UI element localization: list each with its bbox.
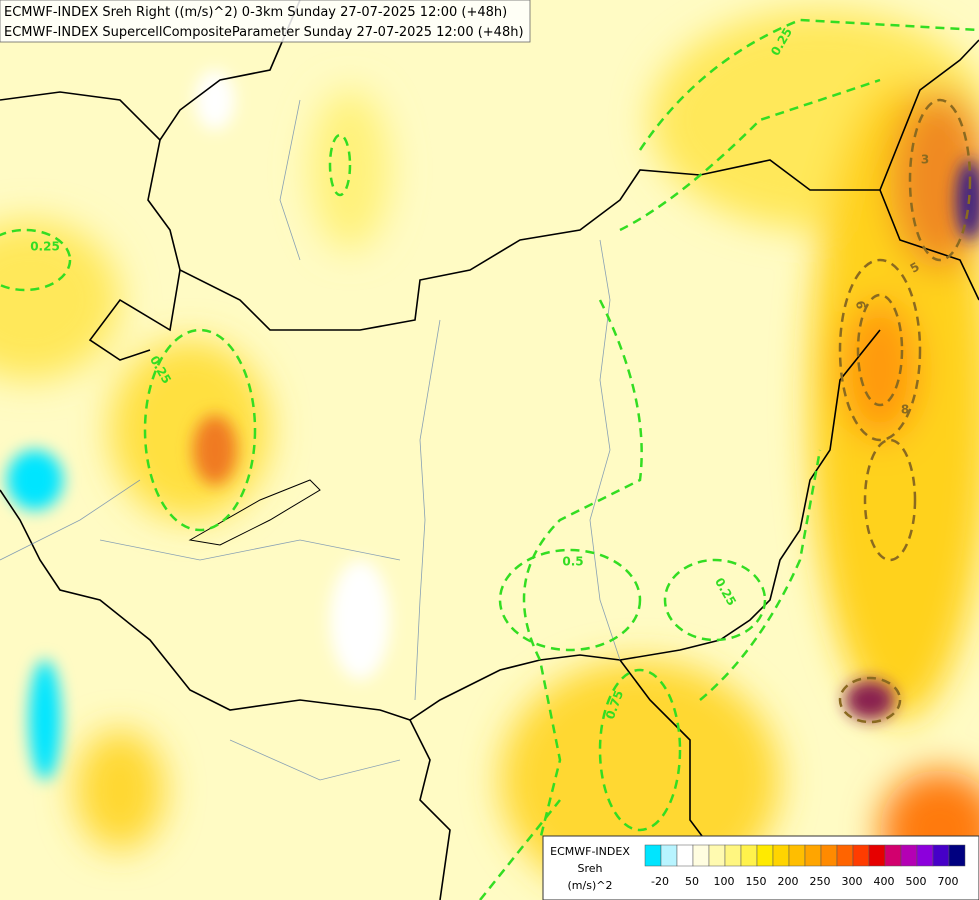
colorbar-swatch <box>884 844 902 867</box>
colorbar-tick-label: 100 <box>714 875 735 888</box>
colorbar-swatch <box>676 844 694 867</box>
colorbar-swatch <box>916 844 934 867</box>
colorbar-swatch <box>644 844 662 867</box>
colorbar-tick-label: 500 <box>906 875 927 888</box>
colorbar-swatch <box>788 844 806 867</box>
colorbar-swatch <box>692 844 710 867</box>
colorbar-swatch <box>772 844 790 867</box>
header-line: ECMWF-INDEX Sreh Right ((m/s)^2) 0-3km S… <box>4 5 507 20</box>
colorbar-tick-label: 400 <box>874 875 895 888</box>
rivers <box>0 99 621 781</box>
colorbar-tick-label: 50 <box>685 875 699 888</box>
header-line: ECMWF-INDEX SupercellCompositeParameter … <box>4 25 524 40</box>
header-box <box>0 0 531 43</box>
colorbar-tick-label: 300 <box>842 875 863 888</box>
colorbar-swatch <box>660 844 678 867</box>
colorbar-tick-label: 700 <box>938 875 959 888</box>
colorbar: -20 50 100 150 200 250 300 400 500 700 <box>644 844 966 888</box>
legend-field: Sreh <box>577 862 602 875</box>
colorbar-swatch <box>740 844 758 867</box>
colorbar-swatch <box>804 844 822 867</box>
colorbar-swatch <box>708 844 726 867</box>
contour-label: 6 <box>853 300 868 311</box>
colorbar-tick-label: -20 <box>651 875 669 888</box>
colorbar-tick-label: 250 <box>810 875 831 888</box>
contour-label: 3 <box>921 153 929 167</box>
colorbar-swatch <box>868 844 886 867</box>
colorbar-swatch <box>932 844 950 867</box>
scp-contours <box>0 18 979 900</box>
colorbar-tick-label: 200 <box>778 875 799 888</box>
legend-unit: (m/s)^2 <box>568 879 613 892</box>
colorbar-swatch <box>852 844 870 867</box>
contour-label: 0.25 <box>30 240 60 254</box>
colorbar-swatch <box>724 844 742 867</box>
contour-label: 0.5 <box>562 555 583 569</box>
scp-high-contours <box>838 98 972 724</box>
colorbar-swatch <box>820 844 838 867</box>
lake <box>188 479 321 546</box>
colorbar-swatch <box>756 844 774 867</box>
field-peaks <box>7 70 979 780</box>
colorbar-tick-label: 150 <box>746 875 767 888</box>
contour-label: 8 <box>901 403 909 417</box>
colorbar-swatch <box>836 844 854 867</box>
colorbar-swatch <box>948 844 966 867</box>
colorbar-swatch <box>900 844 918 867</box>
legend-title: ECMWF-INDEX <box>550 845 630 858</box>
